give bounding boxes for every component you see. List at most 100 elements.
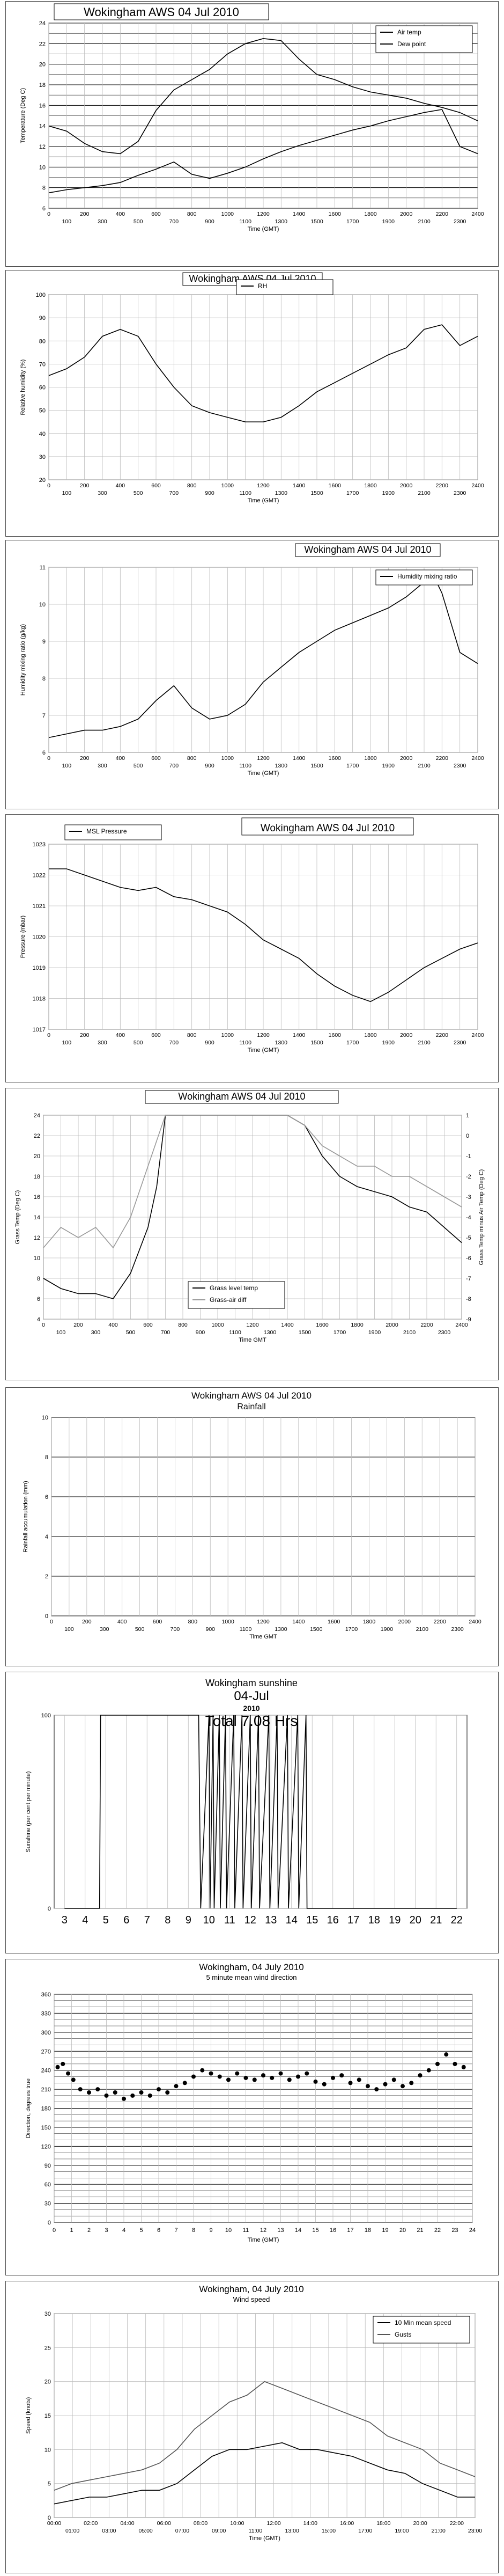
y-tick-label: 14: [34, 1214, 40, 1221]
x-tick-label: 1000: [221, 482, 234, 489]
x-tick-label: 100: [62, 1040, 72, 1046]
x-tick-label: 1300: [275, 490, 288, 496]
x-tick-label: 9: [186, 1914, 191, 1926]
y-tick-label: 14: [39, 123, 46, 130]
title-box: [54, 3, 269, 20]
data-point: [444, 2052, 449, 2057]
y2-tick-label: -6: [466, 1255, 471, 1262]
data-point: [209, 2071, 213, 2076]
x-tick-label: 800: [187, 211, 197, 217]
chart-year: 2010: [243, 1704, 260, 1713]
x-tick-label: 2000: [386, 1322, 398, 1328]
x-tick-label: 2200: [436, 482, 449, 489]
x-tick-label: 400: [108, 1322, 118, 1328]
chart-title: Wokingham, 04 July 2010: [199, 2284, 303, 2294]
x-tick-label: 9: [209, 2227, 212, 2234]
legend-label: Air temp: [397, 28, 421, 36]
x-tick-label: 19: [382, 2227, 388, 2234]
x-tick-label: 1800: [363, 1619, 376, 1625]
y2-tick-label: -8: [466, 1296, 471, 1302]
x-tick-label: 100: [56, 1329, 66, 1336]
x-tick-label: 700: [171, 1626, 180, 1633]
x-tick-label: 2400: [471, 482, 484, 489]
chart-svg-3: 1017 1018 1019 1020 1021 1022 1023 0 200 400 600 80…: [20, 817, 484, 1053]
data-point: [339, 2073, 344, 2078]
y-tick-label: 60: [45, 2182, 51, 2188]
x-tick-label: 6: [157, 2227, 160, 2234]
x-tick-label: 200: [82, 1619, 92, 1625]
data-point: [174, 2084, 179, 2089]
data-point: [313, 2079, 318, 2084]
x-tick-label: 21: [417, 2227, 423, 2234]
chart-panel-grass-temp: 4 6 8 10 12 14 16 18 20 22 24 0 200 400 600 800 1000 1200…: [5, 1088, 499, 1380]
x-tick-label: 500: [135, 1626, 145, 1633]
y-tick-label: 30: [45, 2311, 51, 2317]
y-tick-label: 1020: [33, 934, 46, 941]
x-tick-label: 20: [410, 1914, 421, 1926]
y-tick-label: 2: [45, 1574, 48, 1580]
y-tick-label: 6: [45, 1494, 48, 1501]
x-tick-label: 100: [62, 763, 72, 769]
x-tick-label: 17: [347, 2227, 353, 2234]
x-tick-label: 1900: [382, 490, 395, 496]
legend-label: Humidity mixing ratio: [397, 573, 457, 580]
data-point: [157, 2087, 161, 2092]
legend-label: RH: [258, 282, 267, 290]
x-tick-label: 11: [224, 1914, 235, 1926]
x-tick-label: 1100: [239, 763, 251, 769]
y-tick-label: 50: [39, 408, 46, 414]
y-tick-label: 120: [41, 2143, 51, 2150]
chart-subtitle: Rainfall: [237, 1402, 265, 1411]
x-tick-label: 1200: [246, 1322, 259, 1328]
y-tick-label: 20: [45, 2379, 51, 2385]
chart-panel-pressure: 1017 1018 1019 1020 1021 1022 1023 0 200 400 600 80…: [5, 814, 499, 1082]
legend-box: [64, 824, 162, 840]
x-tick-label: 1700: [345, 1626, 358, 1633]
data-point: [261, 2073, 265, 2078]
x-tick-label: 1: [70, 2227, 73, 2234]
x-tick-label: 1600: [316, 1322, 329, 1328]
series-line: [48, 38, 478, 155]
y-tick-label: 25: [45, 2345, 51, 2351]
x-tick-label: 800: [187, 1032, 197, 1038]
x-tick-label: 0: [47, 755, 50, 762]
x-tick-label: 2200: [433, 1619, 446, 1625]
x-axis-label: Time (GMT): [248, 1047, 279, 1053]
series-line: [49, 868, 478, 1002]
y-tick-label: 20: [34, 1153, 40, 1160]
data-point: [122, 2096, 126, 2101]
x-tick-label: 1100: [239, 218, 251, 225]
x-tick-label: 2200: [436, 1032, 449, 1038]
x-tick-label: 01:00: [65, 2528, 79, 2534]
x-tick-label: 1500: [299, 1329, 312, 1336]
x-tick-label: 2300: [438, 1329, 451, 1336]
x-tick-label: 700: [169, 1040, 179, 1046]
x-tick-label: 500: [134, 763, 143, 769]
x-tick-label: 21:00: [432, 2528, 446, 2534]
legend-label: Dew point: [397, 40, 426, 48]
y2-tick-label: -3: [466, 1194, 471, 1201]
chart-panel-humidity: 20 30 40 50 60 70 80 90 100 0 200 400 600 800 1000 1200…: [5, 270, 499, 537]
chart-panel-rainfall: 0 2 4 6 8 10 0 200 400 600 800 1000 1200 1400 1600 1800…: [5, 1387, 499, 1666]
data-point: [383, 2082, 388, 2087]
y-tick-label: 30: [45, 2201, 51, 2207]
y-tick-label: 8: [45, 1454, 48, 1461]
x-tick-label: 1600: [329, 755, 342, 762]
y-tick-label: 0: [48, 2220, 51, 2226]
x-tick-label: 22: [434, 2227, 441, 2234]
x-tick-label: 0: [42, 1322, 45, 1328]
series-line: [48, 109, 478, 194]
x-tick-label: 8: [165, 1914, 171, 1926]
x-tick-label: 700: [169, 218, 179, 225]
y2-tick-label: -2: [466, 1174, 471, 1180]
x-axis-label: Time (GMT): [249, 2535, 280, 2542]
x-tick-label: 2300: [451, 1626, 464, 1633]
x-tick-label: 2300: [454, 490, 466, 496]
x-tick-label: 13: [277, 2227, 284, 2234]
x-tick-label: 800: [188, 1619, 198, 1625]
x-tick-label: 23:00: [468, 2528, 482, 2534]
x-tick-label: 1000: [221, 755, 234, 762]
y-tick-label: 80: [39, 338, 46, 345]
y-axis-label: Speed (knots): [25, 2397, 32, 2434]
y-tick-label: 6: [42, 750, 46, 756]
